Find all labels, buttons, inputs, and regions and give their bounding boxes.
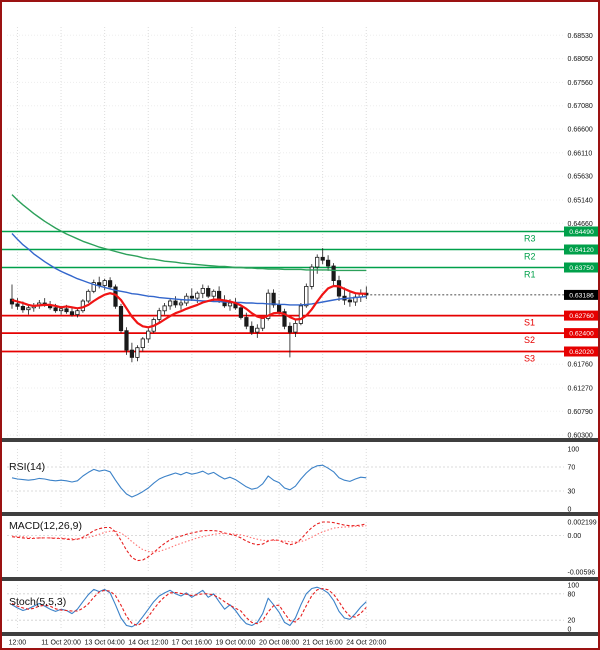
svg-text:20 Oct 08:00: 20 Oct 08:00 (259, 640, 299, 647)
svg-text:0.64490: 0.64490 (569, 229, 594, 236)
ma-mid-blue-line (11, 233, 367, 306)
svg-text:0.68050: 0.68050 (568, 56, 593, 63)
svg-text:0.67560: 0.67560 (568, 80, 593, 87)
svg-text:0.62020: 0.62020 (569, 349, 594, 356)
macd-indicator-label: MACD(12,26,9) (9, 520, 82, 532)
svg-text:0: 0 (568, 507, 572, 514)
svg-text:0.60790: 0.60790 (568, 409, 593, 416)
svg-text:70: 70 (568, 465, 576, 472)
level-label-r1: R1 (524, 270, 536, 280)
svg-text:21 Oct 16:00: 21 Oct 16:00 (303, 640, 343, 647)
svg-text:0.65140: 0.65140 (568, 198, 593, 205)
svg-text:0.65630: 0.65630 (568, 174, 593, 181)
svg-text:30: 30 (568, 489, 576, 496)
panel-separator (2, 577, 598, 581)
svg-text:100: 100 (568, 447, 580, 454)
macd-signal-line (11, 525, 367, 553)
svg-text:0.62400: 0.62400 (569, 331, 594, 338)
svg-text:20: 20 (568, 618, 576, 625)
svg-text:12:00: 12:00 (9, 640, 27, 647)
panel-separator (2, 438, 598, 442)
stoch-k-line (11, 586, 367, 628)
svg-text:0.002199: 0.002199 (568, 520, 597, 527)
rsi-panel: 100 70 30 0 (7, 447, 579, 514)
svg-text:0.64660: 0.64660 (568, 221, 593, 228)
svg-text:0.00: 0.00 (568, 533, 582, 540)
level-label-s2: S2 (524, 335, 535, 345)
ma-slow-green-line (11, 194, 367, 272)
svg-text:24 Oct 20:00: 24 Oct 20:00 (346, 640, 386, 647)
stoch-d-line (11, 587, 367, 627)
panel-separator (2, 512, 598, 516)
rsi-indicator-label: RSI(14) (9, 461, 46, 473)
stoch-indicator-label: Stoch(5,5,3) (9, 596, 67, 608)
svg-text:0.62760: 0.62760 (569, 313, 594, 320)
svg-text:100: 100 (568, 583, 580, 590)
panel-separator (2, 632, 598, 636)
svg-text:11 Oct 20:00: 11 Oct 20:00 (41, 640, 81, 647)
svg-text:0.64120: 0.64120 (569, 247, 594, 254)
level-label-s1: S1 (524, 318, 535, 328)
svg-text:0.66600: 0.66600 (568, 127, 593, 134)
macd-line (11, 521, 367, 562)
svg-text:19 Oct 00:00: 19 Oct 00:00 (215, 640, 255, 647)
svg-text:0.63186: 0.63186 (569, 292, 594, 299)
price-level-badges: 0.64490 0.64120 0.63750 0.63186 0.62760 0.624… (564, 226, 598, 357)
time-axis: 12:00 11 Oct 20:00 13 Oct 04:00 14 Oct 12:0… (9, 640, 387, 647)
svg-text:13 Oct 04:00: 13 Oct 04:00 (85, 640, 125, 647)
svg-text:17 Oct 16:00: 17 Oct 16:00 (172, 640, 212, 647)
svg-text:-0.00596: -0.00596 (568, 570, 596, 577)
macd-panel: 0.002199 0.00 -0.00596 (7, 520, 597, 577)
price-axis: 0.68530 0.68050 0.67560 0.67080 0.66600 0.661… (568, 33, 593, 440)
svg-text:0: 0 (568, 627, 572, 634)
svg-text:0.67080: 0.67080 (568, 103, 593, 110)
svg-text:0.61760: 0.61760 (568, 362, 593, 369)
svg-text:0.66110: 0.66110 (568, 150, 593, 157)
svg-text:80: 80 (568, 591, 576, 598)
grid-lines (7, 27, 564, 629)
level-label-s3: S3 (524, 354, 535, 364)
svg-text:0.68530: 0.68530 (568, 33, 593, 40)
ma-fast-red-line (11, 284, 367, 329)
level-label-r2: R2 (524, 252, 536, 262)
svg-text:0.60300: 0.60300 (568, 433, 593, 440)
svg-text:0.61270: 0.61270 (568, 386, 593, 393)
rsi-line (11, 464, 367, 498)
svg-text:14 Oct 12:00: 14 Oct 12:00 (128, 640, 168, 647)
svg-text:0.63750: 0.63750 (569, 265, 594, 272)
level-label-r3: R3 (524, 234, 536, 244)
